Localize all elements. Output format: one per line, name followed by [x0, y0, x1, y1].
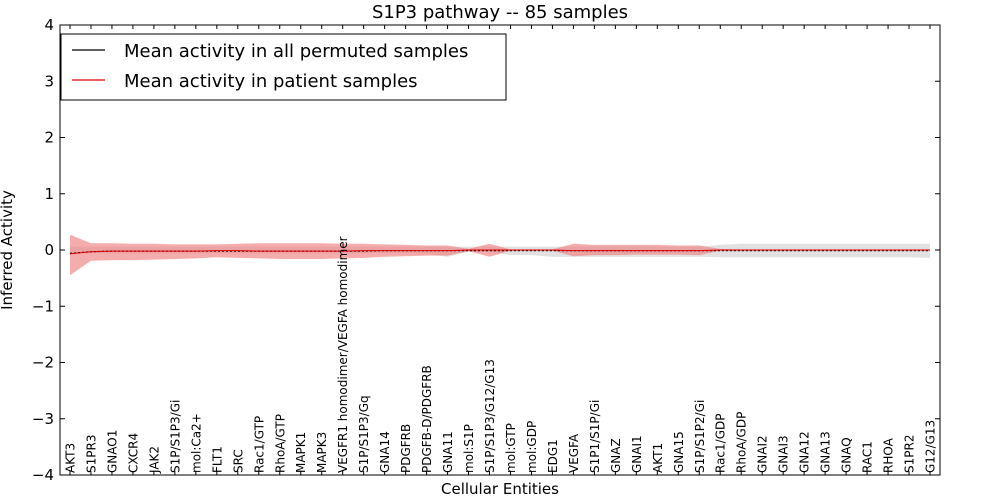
x-tick-label: RHOA — [882, 437, 896, 473]
x-tick-label: AKT1 — [651, 443, 665, 473]
y-axis-ticks: −4 −3 −2 −1 0 1 2 3 4 — [32, 16, 940, 484]
series-line-permuted — [69, 250, 930, 254]
x-tick-label: Rac1/GDP — [714, 414, 728, 473]
chart-title: S1P3 pathway -- 85 samples — [372, 2, 628, 23]
plot-area-frame — [59, 24, 941, 476]
y-tick-label: 2 — [44, 129, 54, 147]
x-tick-label: SRC — [231, 449, 245, 473]
x-tick-label: FLT1 — [210, 446, 224, 473]
y-tick-label: −4 — [32, 466, 54, 484]
x-axis-label: Cellular Entities — [441, 480, 559, 498]
x-tick-label: GNA14 — [378, 431, 392, 473]
x-tick-label: EDG1 — [546, 439, 560, 473]
x-tick-label: GNA11 — [441, 431, 455, 473]
x-tick-label: AKT3 — [64, 443, 78, 473]
confidence-band-patient — [70, 234, 930, 276]
y-tick-label: −3 — [32, 410, 54, 428]
confidence-bands — [70, 234, 930, 276]
legend-box — [60, 33, 507, 101]
x-tick-label: S1PR3 — [84, 435, 98, 473]
legend: Mean activity in all permuted samples Me… — [60, 33, 507, 101]
x-tick-label: VEGFR1 homodimer/VEGFA homodimer — [336, 236, 350, 473]
x-tick-label: S1P/S1P2/Gi — [693, 400, 707, 473]
x-tick-label: mol:S1P — [462, 424, 476, 473]
x-tick-label: GNAZ — [609, 438, 623, 473]
y-tick-label: 1 — [44, 185, 54, 203]
x-tick-label: mol:GTP — [504, 423, 518, 473]
x-tick-label: VEGFA — [567, 433, 581, 473]
x-tick-label: GNA15 — [672, 431, 686, 473]
x-tick-label: RAC1 — [861, 441, 875, 473]
series-line-patient — [69, 249, 930, 255]
x-tick-label: S1P/S1P3/G12/G13 — [483, 359, 497, 473]
y-tick-label: −2 — [32, 354, 54, 372]
x-tick-label: GNA12 — [798, 431, 812, 473]
y-tick-label: 0 — [44, 241, 54, 259]
x-tick-label: GNAI1 — [630, 435, 644, 473]
legend-label-permuted: Mean activity in all permuted samples — [124, 41, 468, 62]
x-tick-label: GNAI3 — [777, 435, 791, 473]
x-tick-label: mol:GDP — [525, 421, 539, 473]
x-tick-label: GNAO1 — [105, 430, 119, 473]
x-tick-label: PDGFB-D/PDGFRB — [420, 365, 434, 473]
x-tick-label: G12/G13 — [924, 420, 938, 473]
y-tick-label: −1 — [32, 297, 54, 315]
x-tick-label: CXCR4 — [126, 433, 140, 473]
legend-label-patient: Mean activity in patient samples — [124, 71, 418, 92]
x-tick-label: RhoA/GTP — [273, 414, 287, 473]
x-tick-label: S1PR2 — [903, 435, 917, 473]
x-tick-label: MAPK1 — [294, 432, 308, 473]
y-tick-label: 3 — [44, 72, 54, 90]
x-tick-label: GNA13 — [819, 431, 833, 473]
x-axis-ticks: AKT3 S1PR3 GNAO1 CXCR4 JAK2 S1P/S1P3/Gi mol:Ca… — [64, 25, 938, 475]
x-tick-label: RhoA/GDP — [735, 412, 749, 473]
x-tick-label: Rac1/GTP — [252, 416, 266, 473]
y-tick-label: 4 — [44, 16, 54, 34]
x-tick-label: mol:Ca2+ — [189, 413, 203, 473]
x-tick-label: PDGFRB — [399, 424, 413, 473]
y-axis-label: Inferred Activity — [0, 190, 16, 310]
x-tick-label: MAPK3 — [315, 432, 329, 473]
x-tick-label: S1P/S1P3/Gq — [357, 395, 371, 473]
x-tick-label: GNAQ — [840, 437, 854, 473]
x-tick-label: S1P1/S1P/Gi — [588, 400, 602, 473]
x-tick-label: GNAI2 — [756, 435, 770, 473]
x-tick-label: JAK2 — [147, 446, 161, 474]
series-lines — [69, 249, 930, 255]
x-tick-label: S1P/S1P3/Gi — [168, 400, 182, 473]
